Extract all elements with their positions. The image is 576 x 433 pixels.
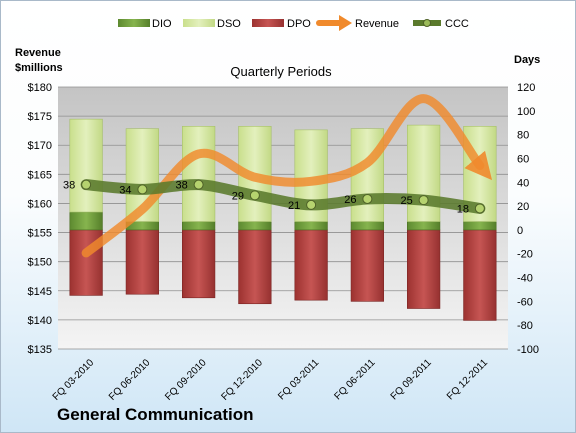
company-name: General Communication (57, 405, 254, 424)
ccc-data-label: 38 (176, 180, 188, 192)
x-tick-label: FQ 09-2010 (163, 357, 209, 403)
ccc-line-group: 38 34 38 29 21 26 25 18 (63, 179, 486, 215)
right-axis-ticks: -100 -80 -60 -40 -20 0 20 40 60 80 100 120 (517, 82, 539, 356)
legend-label-revenue: Revenue (355, 18, 399, 30)
right-axis-title: Days (514, 54, 540, 66)
ccc-data-label: 25 (401, 195, 413, 207)
ccc-marker (193, 179, 204, 190)
bar-dpo (463, 229, 497, 321)
bar-dio (182, 221, 216, 231)
x-tick-label: FQ 06-2011 (333, 357, 378, 402)
right-tick-label: 0 (517, 225, 523, 237)
left-tick-label: $170 (28, 140, 52, 152)
legend-swatch-dpo (252, 19, 284, 27)
right-tick-label: -20 (517, 249, 533, 261)
right-tick-label: -40 (517, 273, 533, 285)
bar-dio (294, 221, 328, 231)
x-tick-label: FQ 12-2011 (445, 357, 490, 402)
bar-dso (69, 118, 103, 213)
legend-label-dso: DSO (217, 18, 241, 30)
legend-swatch-dso (183, 19, 215, 27)
x-tick-label: FQ 06-2010 (107, 357, 153, 403)
ccc-data-label: 38 (63, 180, 75, 192)
ccc-data-label: 29 (232, 190, 244, 202)
bar-dpo (407, 229, 441, 309)
ccc-marker (137, 184, 148, 195)
ccc-data-label: 18 (457, 203, 469, 215)
right-tick-label: -100 (517, 344, 539, 356)
x-axis-ticks: FQ 03-2010 FQ 06-2010 FQ 09-2010 FQ 12-2010… (51, 357, 491, 403)
legend-label-dpo: DPO (287, 18, 311, 30)
left-tick-label: $145 (28, 286, 52, 298)
right-tick-label: 100 (517, 106, 535, 118)
right-tick-label: -60 (517, 296, 533, 308)
x-tick-label: FQ 12-2010 (219, 357, 265, 403)
bar-dpo (125, 229, 159, 295)
bar-dio (69, 211, 103, 231)
right-tick-label: 120 (517, 82, 535, 94)
bar-dio (350, 221, 384, 231)
revenue-line (81, 94, 493, 258)
x-tick-label: FQ 03-2010 (51, 357, 97, 403)
bar-dpo (294, 229, 328, 301)
right-tick-label: 60 (517, 153, 529, 165)
legend: DIO DSO DPO Revenue CCC (118, 15, 469, 31)
ccc-marker (306, 199, 317, 210)
legend-revenue-arrow-icon (339, 15, 352, 31)
bar-dpo (238, 229, 272, 305)
bar-dio (238, 221, 272, 231)
revenue-line-group (81, 94, 493, 258)
left-tick-label: $135 (28, 344, 52, 356)
left-tick-label: $165 (28, 169, 52, 181)
left-axis-title-line1: Revenue (15, 47, 61, 59)
left-tick-label: $160 (28, 198, 52, 210)
ccc-marker (249, 190, 260, 201)
bar-dpo (350, 229, 384, 302)
left-tick-label: $140 (28, 315, 52, 327)
left-tick-label: $175 (28, 111, 52, 123)
left-tick-label: $180 (28, 82, 52, 94)
bar-dpo (182, 229, 216, 299)
left-axis-ticks: $135 $140 $145 $150 $155 $160 $165 $170 $175 $180 (28, 82, 52, 356)
right-tick-label: 80 (517, 130, 529, 142)
ccc-data-label: 34 (119, 184, 131, 196)
left-tick-label: $150 (28, 257, 52, 269)
ccc-data-label: 26 (344, 194, 356, 206)
bar-dio (407, 221, 441, 231)
ccc-marker (418, 195, 429, 206)
bar-dso (182, 126, 216, 222)
right-tick-label: 20 (517, 201, 529, 213)
left-axis-title-line2: $millions (15, 62, 63, 74)
right-tick-label: 40 (517, 177, 529, 189)
ccc-marker (81, 179, 92, 190)
legend-label-dio: DIO (152, 18, 172, 30)
right-tick-label: -80 (517, 320, 533, 332)
ccc-marker (362, 193, 373, 204)
left-tick-label: $155 (28, 228, 52, 240)
legend-label-ccc: CCC (445, 18, 469, 30)
ccc-data-label: 21 (288, 200, 300, 212)
ccc-marker (474, 203, 485, 214)
legend-swatch-dio (118, 19, 150, 27)
chart-title: Quarterly Periods (230, 64, 332, 79)
x-tick-label: FQ 03-2011 (276, 357, 321, 402)
bar-dio (463, 221, 497, 231)
legend-ccc-marker-icon (423, 19, 431, 27)
x-tick-label: FQ 09-2011 (389, 357, 434, 402)
